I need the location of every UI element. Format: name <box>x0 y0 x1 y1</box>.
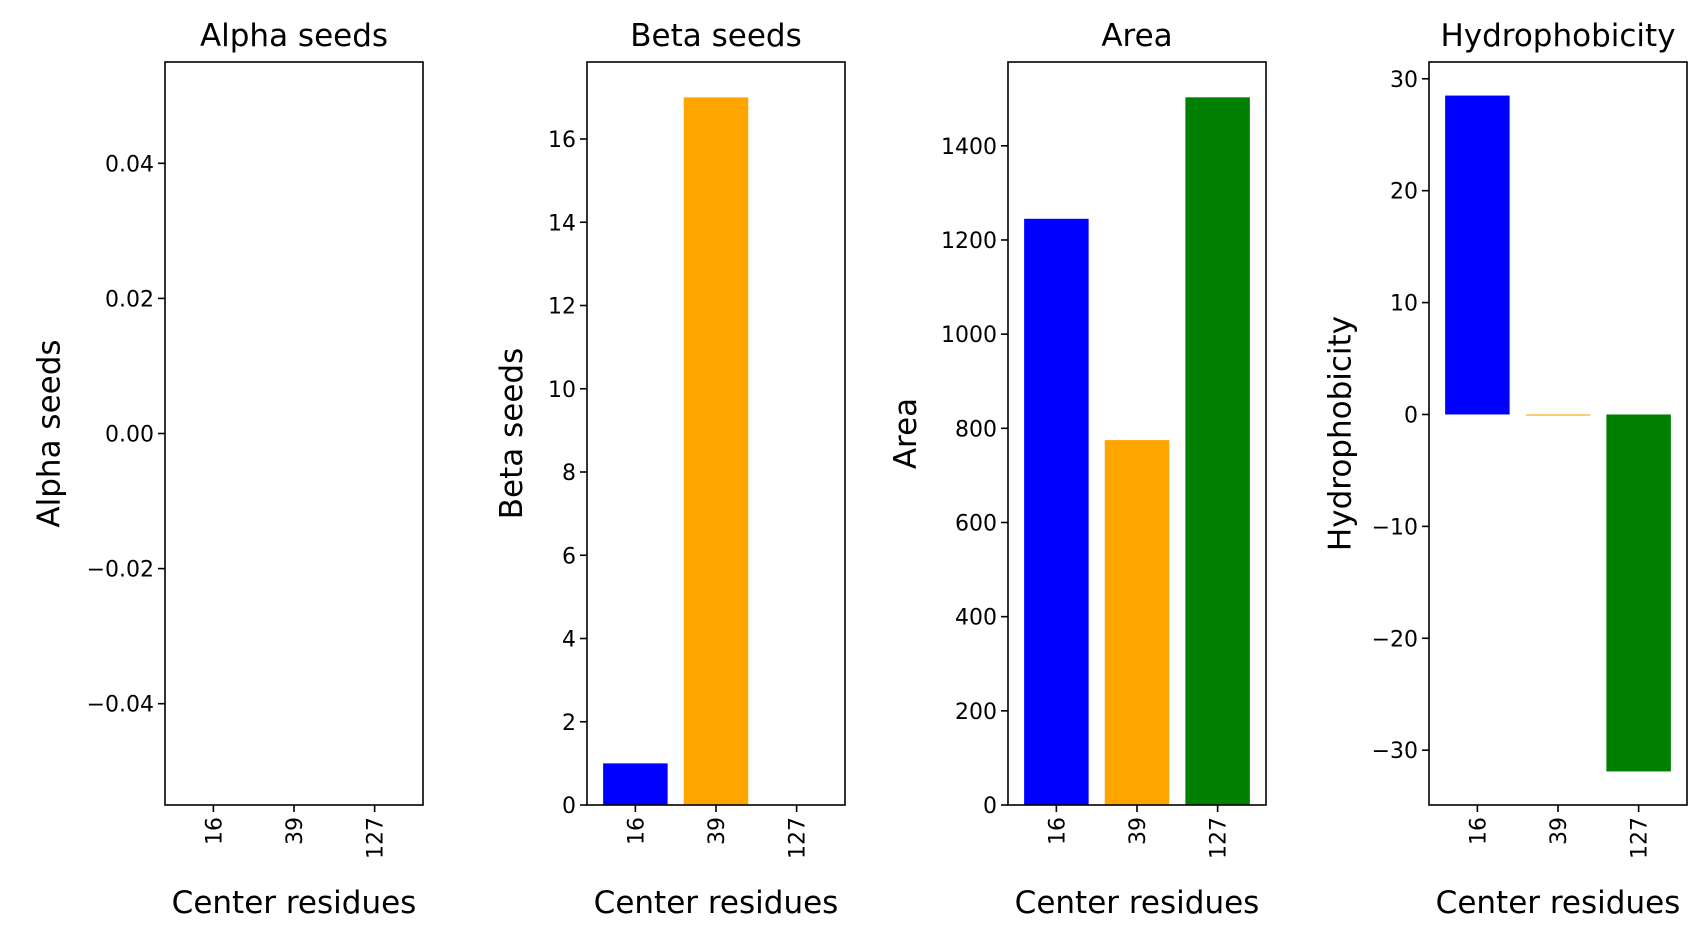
y-tick-label: 4 <box>562 628 576 653</box>
y-tick-label: 0 <box>983 794 997 819</box>
x-tick-label: 16 <box>202 817 227 845</box>
y-axis-label: Alpha seeds <box>32 339 68 527</box>
y-tick-label: 0 <box>562 794 576 819</box>
y-tick-label: 0.00 <box>105 423 154 448</box>
y-tick-label: −10 <box>1372 515 1418 540</box>
chart-title: Alpha seeds <box>200 18 388 54</box>
x-tick-label: 39 <box>1126 817 1151 845</box>
axes-frame <box>164 61 424 806</box>
y-axis-label: Hydrophobicity <box>1323 316 1359 551</box>
bar-39 <box>683 97 749 805</box>
x-tick-label: 39 <box>705 817 730 845</box>
bar-127 <box>1606 414 1671 772</box>
y-tick-label: −20 <box>1372 627 1418 652</box>
y-tick-label: 10 <box>548 378 576 403</box>
y-axis-label: Beta seeds <box>494 348 530 519</box>
y-tick-label: 20 <box>1390 180 1418 205</box>
y-tick-label: −30 <box>1372 739 1418 764</box>
chart-panel-3: 0 200 400 600 800 1000 1200 1400 16 39 127 Area Cent… <box>888 18 1267 921</box>
y-tick-label: 200 <box>955 700 997 725</box>
y-tick-label: −0.04 <box>87 693 154 718</box>
chart-title: Area <box>1101 18 1172 54</box>
bar-39 <box>1525 414 1591 416</box>
y-tick-label: 400 <box>955 606 997 631</box>
y-tick-label: 6 <box>562 544 576 569</box>
x-axis-label: Center residues <box>1436 885 1681 921</box>
bar-16 <box>1024 218 1089 805</box>
y-tick-label: 800 <box>955 417 997 442</box>
x-tick-label: 127 <box>1628 817 1653 859</box>
y-tick-label: 2 <box>562 711 576 736</box>
y-tick-label: −0.02 <box>87 558 154 583</box>
x-tick-label: 16 <box>1045 817 1070 845</box>
x-tick-label: 127 <box>364 817 389 859</box>
y-tick-label: 1000 <box>941 323 997 348</box>
y-tick-label: 16 <box>548 128 576 153</box>
x-axis-label: Center residues <box>594 885 839 921</box>
x-tick-label: 39 <box>283 817 308 845</box>
chart-panel-1: −0.04 −0.02 0.00 0.02 0.04 16 39 127 Alpha seeds… <box>32 18 424 921</box>
bar-39 <box>1104 440 1170 805</box>
x-tick-label: 16 <box>1466 817 1491 845</box>
x-axis-label: Center residues <box>172 885 417 921</box>
x-tick-label: 127 <box>786 817 811 859</box>
bar-16 <box>1445 95 1510 415</box>
y-tick-label: 10 <box>1390 292 1418 317</box>
bar-127 <box>1185 97 1250 805</box>
y-tick-label: 14 <box>548 211 576 236</box>
y-tick-label: 30 <box>1390 68 1418 93</box>
chart-panel-2: 0 2 4 6 8 10 12 14 16 16 39 127 Beta seeds Center res… <box>494 18 846 921</box>
y-tick-label: 1400 <box>941 135 997 160</box>
y-tick-label: 0.02 <box>105 287 154 312</box>
bar-16 <box>603 763 668 805</box>
chart-title: Hydrophobicity <box>1440 18 1675 54</box>
x-axis-label: Center residues <box>1015 885 1260 921</box>
y-tick-label: 0.04 <box>105 152 154 177</box>
y-tick-label: 0 <box>1404 403 1418 428</box>
y-tick-label: 8 <box>562 461 576 486</box>
x-tick-label: 39 <box>1547 817 1572 845</box>
y-tick-label: 600 <box>955 511 997 536</box>
chart-panel-4: −30 −20 −10 0 10 20 30 16 39 127 Hydrophobicity Cen… <box>1323 18 1688 921</box>
chart-title: Beta seeds <box>630 18 801 54</box>
x-tick-label: 16 <box>624 817 649 845</box>
y-tick-label: 1200 <box>941 229 997 254</box>
y-axis-label: Area <box>888 398 924 469</box>
y-tick-label: 12 <box>548 295 576 320</box>
x-tick-label: 127 <box>1207 817 1232 859</box>
